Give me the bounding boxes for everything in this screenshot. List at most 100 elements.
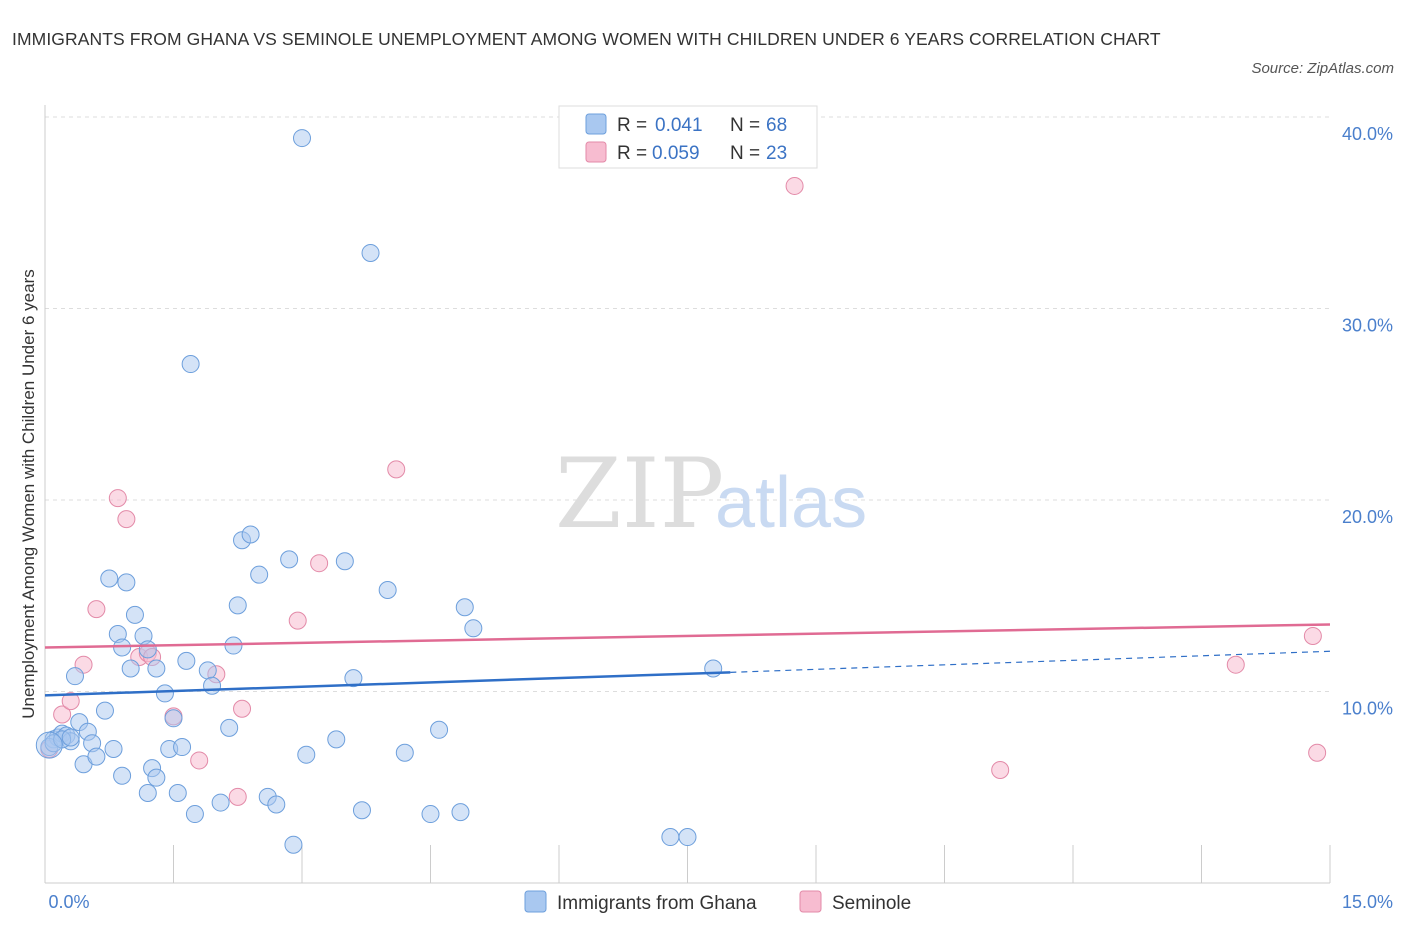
seminole-point-14 xyxy=(233,699,252,718)
watermark-atlas: atlas xyxy=(715,463,867,543)
y-tick-label-20: 20.0% xyxy=(1342,507,1393,527)
stats-n-label-ghana: N = xyxy=(730,115,760,136)
chart-title: IMMIGRANTS FROM GHANA VS SEMINOLE UNEMPL… xyxy=(12,29,1161,49)
ghana-point-12 xyxy=(104,739,123,758)
trend-lines xyxy=(44,623,1331,697)
seminole-point-11 xyxy=(190,751,209,770)
seminole-point-13 xyxy=(228,787,247,806)
stats-n-value-seminole: 23 xyxy=(766,143,787,164)
stats-r-label-ghana: R = xyxy=(617,115,647,136)
legend-swatch-ghana xyxy=(524,890,547,913)
y-tick-label-40: 40.0% xyxy=(1342,124,1393,144)
ghana-point-58 xyxy=(451,803,470,822)
ghana-point-30 xyxy=(173,738,192,757)
seminole-point-1 xyxy=(53,705,72,724)
ghana-point-50 xyxy=(335,552,354,571)
ghana-point-46 xyxy=(284,835,303,854)
ghana-point-56 xyxy=(421,805,440,824)
ghana-point-48 xyxy=(297,745,316,764)
x-tick-label-min: 0.0% xyxy=(48,892,89,912)
x-ticks xyxy=(44,845,1331,883)
stats-legend-swatch-ghana xyxy=(585,113,607,135)
ghana-point-37 xyxy=(220,718,239,737)
legend-label-seminole: Seminole xyxy=(832,893,911,914)
ghana-point-53 xyxy=(361,243,380,262)
ghana-point-23 xyxy=(147,768,166,787)
ghana-point-52 xyxy=(352,801,371,820)
seminole-point-17 xyxy=(387,460,406,479)
ghana-point-38 xyxy=(224,636,243,655)
seminole-trend-line xyxy=(44,623,1331,649)
ghana-point-42 xyxy=(250,565,269,584)
seminole-point-4 xyxy=(87,600,106,619)
ghana-point-25 xyxy=(147,659,166,678)
ghana-point-21 xyxy=(138,783,157,802)
ghana-point-62 xyxy=(678,828,697,847)
x-tick-label-max: 15.0% xyxy=(1342,892,1393,912)
seminole-point-18 xyxy=(785,176,804,195)
ghana-point-15 xyxy=(117,573,136,592)
stats-n-value-ghana: 68 xyxy=(766,115,787,136)
ghana-point-44 xyxy=(267,795,286,814)
ghana-point-55 xyxy=(395,743,414,762)
ghana-point-67 xyxy=(61,728,80,747)
seminole-point-15 xyxy=(288,611,307,630)
ghana-point-63 xyxy=(704,659,723,678)
seminole-point-19 xyxy=(991,761,1010,780)
ghana-point-49 xyxy=(327,730,346,749)
ghana-point-51 xyxy=(344,669,363,688)
ghana-point-29 xyxy=(168,783,187,802)
ghana-point-18 xyxy=(121,659,140,678)
seminole-point-6 xyxy=(117,510,136,529)
legend-swatch-seminole xyxy=(799,890,822,913)
ghana-point-36 xyxy=(211,793,230,812)
ghana-point-33 xyxy=(185,805,204,824)
ghana-point-13 xyxy=(113,766,132,785)
seminole-point-20 xyxy=(1226,655,1245,674)
stats-r-label-seminole: R = xyxy=(617,143,647,164)
ghana-point-10 xyxy=(87,747,106,766)
ghana-point-34 xyxy=(198,661,217,680)
ghana-point-17 xyxy=(113,638,132,657)
ghana-point-24 xyxy=(138,640,157,659)
ghana-trend-line xyxy=(44,671,731,697)
ghana-point-45 xyxy=(280,550,299,569)
ghana-point-28 xyxy=(164,709,183,728)
y-tick-labels: 10.0% 20.0% 30.0% 40.0% xyxy=(1342,124,1393,719)
ghana-point-59 xyxy=(455,598,474,617)
y-tick-label-30: 30.0% xyxy=(1342,316,1393,336)
source-label: Source: ZipAtlas.com xyxy=(1251,60,1394,77)
stats-r-value-seminole: 0.059 xyxy=(652,143,700,164)
ghana-point-39 xyxy=(228,596,247,615)
ghana-point-11 xyxy=(95,701,114,720)
ghana-point-47 xyxy=(293,129,311,148)
ghana-point-54 xyxy=(378,581,397,600)
seminole-point-2 xyxy=(61,692,80,711)
seminole-point-5 xyxy=(108,489,127,508)
seminole-point-16 xyxy=(310,554,329,573)
ghana-point-35 xyxy=(203,676,222,695)
y-axis-label: Unemployment Among Women with Children U… xyxy=(19,269,38,718)
ghana-point-32 xyxy=(181,355,200,374)
ghana-point-60 xyxy=(464,619,483,638)
ghana-point-41 xyxy=(241,525,260,544)
stats-legend: R = 0.041 N = 68 R = 0.059 N = 23 xyxy=(558,105,818,169)
stats-r-value-ghana: 0.041 xyxy=(655,115,703,136)
stats-n-label-seminole: N = xyxy=(730,143,760,164)
ghana-point-cluster xyxy=(35,731,63,759)
legend-label-ghana: Immigrants from Ghana xyxy=(557,893,757,914)
ghana-point-31 xyxy=(177,651,196,670)
ghana-trend-extension xyxy=(730,650,1331,673)
ghana-point-57 xyxy=(430,720,449,739)
ghana-points xyxy=(35,129,723,854)
ghana-point-14 xyxy=(100,569,119,588)
ghana-point-5 xyxy=(65,667,84,686)
ghana-point-19 xyxy=(125,605,144,624)
seminole-point-21 xyxy=(1303,626,1322,645)
seminole-point-22 xyxy=(1308,743,1327,762)
ghana-point-61 xyxy=(661,828,680,847)
ghana-point-26 xyxy=(155,684,174,703)
stats-legend-swatch-seminole xyxy=(585,141,607,163)
watermark-zip: ZIP xyxy=(555,438,724,550)
